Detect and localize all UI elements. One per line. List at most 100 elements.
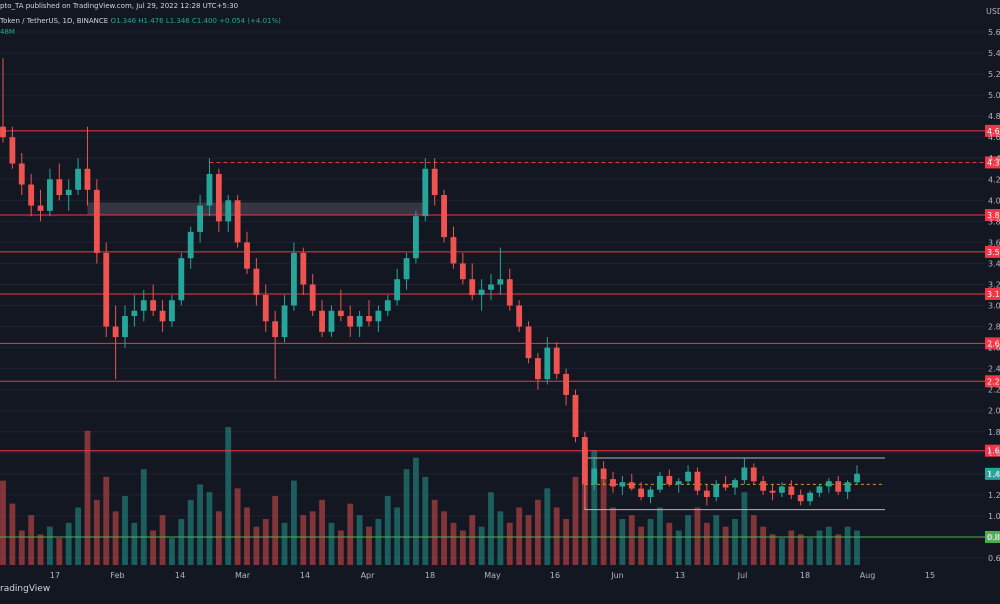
candle-body[interactable]	[159, 310, 166, 322]
candle-body[interactable]	[244, 242, 250, 269]
candle-body[interactable]	[56, 179, 63, 196]
candle-body[interactable]	[112, 326, 119, 338]
candle-body[interactable]	[441, 195, 447, 238]
candle-body[interactable]	[84, 168, 91, 190]
candle-body[interactable]	[657, 475, 663, 490]
candle-body[interactable]	[628, 482, 635, 489]
candle-body[interactable]	[281, 305, 288, 338]
time-axis[interactable]: 17 Feb 14 Mar 14 Apr 18 May 16 Jun 13 Jul 18 Aug 15	[50, 571, 935, 580]
candle-body[interactable]	[169, 300, 175, 322]
candle-body[interactable]	[47, 179, 53, 211]
candle-body[interactable]	[807, 492, 813, 502]
candle-body[interactable]	[375, 310, 382, 322]
candle-body[interactable]	[835, 481, 842, 492]
candle-body[interactable]	[300, 252, 307, 285]
candle-body[interactable]	[272, 321, 279, 338]
candle-body[interactable]	[741, 467, 748, 481]
candle-body[interactable]	[347, 316, 354, 327]
price-axis[interactable]: 1.4 5.6 5.4 5.2 5.0 4.8 4.6 4.4 4.2 4.0 3.8 3.6 3.4 3…	[985, 7, 1000, 563]
candle-body[interactable]	[469, 279, 476, 295]
price-axis-label: 2.2	[988, 386, 1000, 395]
candle-body[interactable]	[722, 484, 729, 488]
candle-body[interactable]	[9, 137, 16, 164]
candle-body[interactable]	[685, 471, 691, 482]
candle-body[interactable]	[459, 263, 466, 280]
candle-body[interactable]	[779, 486, 785, 493]
candle-body[interactable]	[309, 284, 316, 311]
time-axis-label: Aug	[860, 571, 876, 580]
candle-body[interactable]	[553, 347, 560, 374]
candle-body[interactable]	[422, 168, 429, 217]
candle-body[interactable]	[178, 258, 185, 301]
symbol-name[interactable]: Token / TetherUS, 1D, BINANCE	[0, 17, 109, 25]
candle-body[interactable]	[93, 189, 100, 253]
candle-body[interactable]	[403, 258, 410, 280]
candle-body[interactable]	[713, 484, 720, 497]
candle-body[interactable]	[319, 310, 325, 332]
candle-body[interactable]	[769, 490, 776, 493]
candle-body[interactable]	[234, 200, 241, 243]
candle-body[interactable]	[450, 237, 457, 264]
candle-body[interactable]	[197, 205, 203, 232]
candle-body[interactable]	[666, 475, 673, 485]
candle-body[interactable]	[366, 316, 372, 322]
candle-body[interactable]	[122, 316, 128, 338]
candle-body[interactable]	[150, 300, 157, 311]
volume-bar	[262, 519, 269, 565]
candle-body[interactable]	[356, 316, 363, 327]
candle-body[interactable]	[525, 326, 532, 359]
candle-body[interactable]	[65, 189, 72, 196]
candle-body[interactable]	[516, 305, 523, 327]
candle-body[interactable]	[854, 473, 860, 483]
candle-body[interactable]	[497, 279, 504, 285]
candle-body[interactable]	[215, 174, 222, 222]
candle-body[interactable]	[75, 168, 81, 190]
candle-body[interactable]	[506, 279, 513, 306]
candle-body[interactable]	[140, 300, 147, 311]
candle-body[interactable]	[750, 467, 757, 482]
candle-body[interactable]	[619, 482, 626, 487]
candle-body[interactable]	[225, 200, 232, 222]
candle-body[interactable]	[797, 494, 804, 502]
candle-body[interactable]	[262, 295, 269, 322]
candle-body[interactable]	[384, 300, 391, 311]
candle-body[interactable]	[825, 481, 832, 487]
candle-body[interactable]	[600, 468, 607, 480]
candle-body[interactable]	[694, 471, 701, 491]
tradingview-brand[interactable]: radingView	[0, 584, 51, 594]
candle-body[interactable]	[0, 126, 6, 138]
candle-body[interactable]	[28, 184, 35, 206]
candle-body[interactable]	[18, 163, 25, 185]
candle-body[interactable]	[103, 252, 110, 327]
candle-body[interactable]	[647, 489, 654, 497]
candle-body[interactable]	[535, 358, 541, 380]
candle-body[interactable]	[431, 168, 438, 196]
candle-body[interactable]	[253, 268, 260, 295]
candle-body[interactable]	[572, 394, 579, 438]
candle-body[interactable]	[788, 486, 795, 495]
candle-body[interactable]	[732, 480, 738, 488]
candle-body[interactable]	[610, 479, 616, 487]
candle-body[interactable]	[37, 205, 44, 211]
candle-body[interactable]	[488, 284, 494, 290]
candle-body[interactable]	[544, 347, 551, 380]
candle-body[interactable]	[131, 310, 138, 317]
candle-body[interactable]	[328, 310, 335, 332]
candle-body[interactable]	[206, 174, 213, 206]
candle-body[interactable]	[675, 481, 682, 485]
candle-body[interactable]	[291, 252, 297, 306]
candle-body[interactable]	[638, 488, 645, 497]
candle-body[interactable]	[478, 289, 485, 295]
candle-body[interactable]	[337, 310, 344, 317]
candle-body[interactable]	[816, 486, 823, 493]
candle-body[interactable]	[760, 481, 767, 491]
candle-body[interactable]	[844, 482, 851, 492]
candle-body[interactable]	[581, 437, 588, 485]
candle-body[interactable]	[187, 231, 194, 259]
candle-body[interactable]	[591, 468, 598, 485]
candle-body[interactable]	[394, 279, 401, 301]
price-axis-label: 5.4	[988, 49, 1000, 58]
candle-body[interactable]	[563, 373, 569, 395]
candle-body[interactable]	[413, 216, 419, 259]
candle-body[interactable]	[703, 490, 710, 497]
